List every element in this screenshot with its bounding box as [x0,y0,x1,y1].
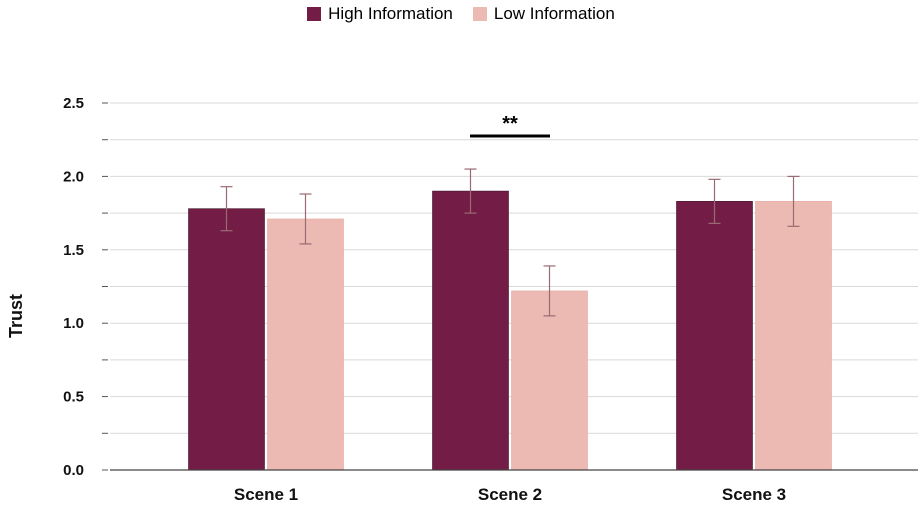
significance-annotation: ** [470,113,550,138]
bar-low-scene-1 [267,218,344,471]
bars [188,190,832,471]
y-tick-label: 1.0 [63,315,84,332]
bar-low-scene-3 [755,201,832,471]
legend: High Information Low Information [0,4,922,24]
legend-item-high: High Information [307,4,453,24]
y-tick-label: 1.5 [63,242,84,259]
legend-label-low: Low Information [493,4,615,23]
error-bars [220,168,800,317]
legend-item-low: Low Information [472,4,615,24]
bar-high-scene-1 [188,208,265,471]
legend-label-high: High Information [328,4,453,23]
bar-high-scene-2 [432,190,509,471]
legend-swatch-high [307,7,322,21]
legend-swatch-low [472,7,487,21]
x-tick-label: Scene 1 [234,485,298,504]
y-tick-label: 2.5 [63,95,84,112]
y-tick-label: 0.5 [63,389,84,406]
y-tick-label: 2.0 [63,168,84,185]
x-tick-label: Scene 3 [722,485,786,504]
axes: 0.0 0.5 1.0 1.5 2.0 2.5 Scene 1 Scene 2 Scene 3 [63,95,918,504]
bar-low-scene-2 [511,290,588,471]
bar-high-scene-3 [676,201,753,471]
y-tick-label: 0.0 [63,462,84,479]
x-tick-label: Scene 2 [478,485,542,504]
y-axis-label: Trust [6,294,26,338]
significance-text: ** [502,113,518,135]
